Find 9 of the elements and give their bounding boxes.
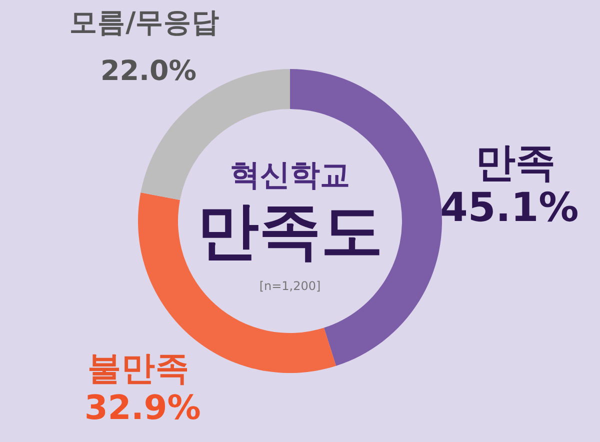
data-label: 22.0% xyxy=(100,54,197,87)
slice-label: 불만족 xyxy=(88,348,190,388)
text: 만족도 xyxy=(197,194,383,267)
slice-label: 만족 xyxy=(475,140,556,186)
slice-label: 모름/무응답 xyxy=(70,5,220,38)
data-label: 45.1% xyxy=(440,184,579,231)
text: 혁신학교 xyxy=(230,158,350,193)
text: [n=1,200] xyxy=(259,279,321,293)
data-label: 32.9% xyxy=(84,388,201,428)
